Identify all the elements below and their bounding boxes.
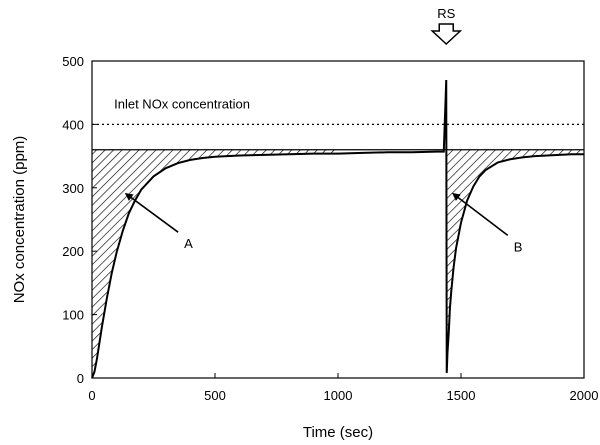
- rs-label: RS: [437, 6, 455, 21]
- x-tick-label: 0: [88, 388, 95, 403]
- y-tick-label: 100: [62, 308, 84, 323]
- hatched-area-b: [446, 149, 584, 373]
- hatched-area-a: [92, 149, 338, 378]
- annotation-arrow-b: [452, 192, 509, 236]
- x-tick-label: 500: [204, 388, 226, 403]
- reference-lines: Inlet NOx concentration: [92, 96, 584, 151]
- series-layer: [91, 79, 584, 379]
- annotation-label-b: B: [514, 239, 523, 254]
- y-tick-label: 200: [62, 244, 84, 259]
- axis-ticks: 0 500 1000 1500 2000 0 100 200 300 400 500: [62, 54, 598, 403]
- hatched-area-layer: [92, 149, 584, 378]
- x-tick-label: 1000: [324, 388, 353, 403]
- y-tick-label: 400: [62, 117, 84, 132]
- x-axis-label: Time (sec): [303, 424, 373, 441]
- x-tick-label: 2000: [570, 388, 599, 403]
- y-tick-label: 300: [62, 181, 84, 196]
- nox-series-line: [91, 79, 584, 379]
- annotation-label-a: A: [184, 236, 193, 251]
- y-tick-label: 0: [77, 371, 84, 386]
- y-tick-label: 500: [62, 54, 84, 69]
- annotations: A B RS: [124, 6, 523, 254]
- x-tick-label: 1500: [447, 388, 476, 403]
- rs-down-arrow-icon: [430, 23, 463, 46]
- inlet-nox-label: Inlet NOx concentration: [114, 96, 250, 111]
- annotation-arrow-a: [124, 192, 179, 233]
- y-axis-label: NOx concentration (ppm): [11, 136, 28, 304]
